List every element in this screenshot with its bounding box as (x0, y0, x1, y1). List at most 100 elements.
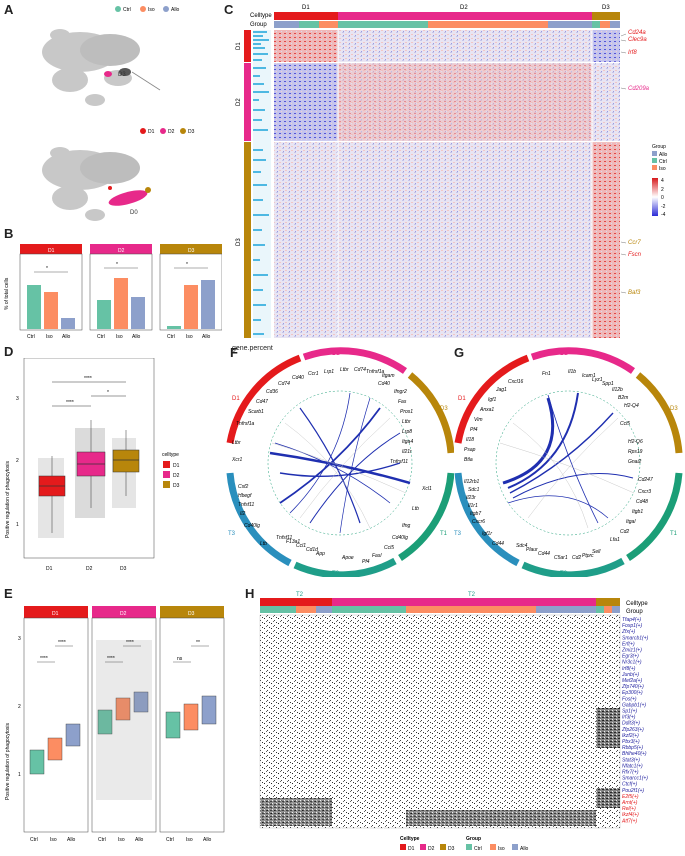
f-sector-t2: T2 (332, 571, 340, 577)
h-tf-7: Nr3c1(+) (622, 660, 642, 666)
g-g-cxcr3: Cxcr3 (638, 489, 651, 495)
c-scale-m4: -4 (661, 212, 666, 218)
f-g-fasl: Fasl (372, 553, 382, 559)
g-g-cd48: Cd48 (636, 499, 648, 505)
c-header-group: Group (250, 22, 267, 28)
f-sector-t3: T3 (228, 531, 236, 537)
g-g-itgb7: Itgb7 (470, 511, 481, 517)
c-legend-title: Group (652, 144, 666, 150)
f-g-ifngr2: Ifngr2 (394, 389, 407, 395)
e-x-ctrl-2: Ctrl (98, 837, 106, 843)
f-g-tnfrsf11: Tnfrsf11 (390, 459, 408, 465)
legend-celltype: D1 D2 D3 (140, 128, 195, 135)
panel-label-f: F (230, 345, 238, 360)
g-g-il23r: Il23r (466, 495, 476, 501)
d-ytick-3: 3 (16, 396, 19, 402)
f-g-app: App (315, 551, 325, 557)
g-g-cxcr6: Cxcr6 (472, 519, 485, 525)
f-g-il21r: Il21r (402, 449, 412, 455)
panel-label-b: B (4, 226, 14, 241)
h-tf-8: Irf8(+) (622, 666, 636, 672)
g-g-ccl5: Ccl5 (620, 421, 630, 427)
h-tf-19: Ikzf2(+) (622, 733, 639, 739)
legend-allo: Allo (171, 7, 180, 13)
d-legend-title: celltype (162, 452, 179, 458)
g-g-cxcl16: Cxcl16 (508, 379, 524, 385)
h-tf-6: Egr3(+) (622, 654, 639, 660)
c-gene-baf3: Baf3 (628, 290, 641, 296)
d-legend-d3: D3 (173, 483, 180, 489)
f-g-lrp1: Lrp1 (324, 369, 334, 375)
g-g-itgb1: Itgb1 (632, 509, 643, 515)
h-legend-d3: D3 (448, 846, 455, 852)
e-x-iso-1: Iso (50, 837, 57, 843)
c-scale-2: 2 (661, 187, 664, 193)
h-legend-celltype-title: Celltype (400, 836, 420, 842)
f-g-il2: Il2 (240, 511, 246, 517)
h-tf-11: Zfp740(+) (621, 684, 644, 690)
f-sector-d2: D2 (332, 351, 340, 357)
c-gene-irf8: Irf8 (628, 50, 637, 56)
h-tf-labels: Tfap4(+) Foxp1(+) Zfx(+) Smarcb1(+) Erf(… (621, 617, 649, 824)
h-tf-25: Rfx7(+) (622, 770, 639, 776)
d-legend-d1: D1 (173, 463, 180, 469)
g-sector-t3: T3 (454, 531, 462, 537)
h-legend-iso: Iso (498, 846, 505, 852)
f-g-pros1: Pros1 (400, 409, 413, 415)
umap-label-d3: D3 (118, 72, 126, 78)
e-x-allo-2: Allo (135, 837, 144, 843)
h-legend-d2: D2 (428, 846, 435, 852)
f-g-ltb: Ltb (412, 506, 419, 512)
panel-label-h: H (245, 586, 255, 601)
g-gene-labels: Btla Psap Il18 Pf4 Vim Anxa1 Igf1 Jag1 C… (464, 369, 653, 561)
e-d2-sig-2: **** (126, 640, 134, 646)
gene-percent-bars (253, 30, 271, 338)
g-g-cd2: Cd2 (620, 529, 629, 535)
h-tf-4: Erf(+) (622, 641, 635, 647)
panel-e-boxplot: Positive regulation of phagocytosis 3 2 … (5, 606, 225, 843)
g-g-h2q6: H2-Q6 (628, 439, 643, 445)
f-sector-t1: T1 (440, 531, 448, 537)
h-tf-15: Sp1(+) (622, 709, 637, 715)
e-d3-sig-1: ns (177, 656, 183, 662)
g-g-il18: Il18 (466, 437, 474, 443)
b-bar-d3-iso (184, 285, 198, 329)
h-tf-18: Zfp263(+) (621, 727, 644, 733)
e-ytick-1: 1 (18, 772, 21, 778)
h-t2-right: T2 (468, 592, 476, 598)
b-bar-d3-ctrl (167, 326, 181, 329)
h-header-celltype: Celltype (626, 601, 648, 607)
h-tf-21: Rbbp5(+) (622, 745, 643, 751)
umap-panel: Ctrl Iso Allo D3 D1 D2 D3 D0 (42, 6, 195, 221)
h-legend-ctrl: Ctrl (474, 846, 482, 852)
b-bar-d2-iso (114, 278, 128, 329)
f-g-ccl5: Ccl5 (384, 545, 394, 551)
g-g-sdc4: Sdc4 (516, 543, 528, 549)
d-ytick-1: 1 (16, 522, 19, 528)
e-x-allo-3: Allo (203, 837, 212, 843)
d-x-d2: D2 (86, 566, 93, 572)
d-x-d1: D1 (46, 566, 53, 572)
b-bar-d3-allo (201, 280, 215, 329)
umap-label-d0: D0 (130, 210, 138, 216)
legend-ctrl: Ctrl (123, 7, 131, 13)
h-tf-33: Atf7(+) (621, 818, 637, 824)
f-g-f13a1: F13a1 (286, 539, 300, 545)
h-tf-31: Rel(+) (622, 806, 636, 812)
f-g-cd40b: Cd40 (378, 381, 390, 387)
h-tf-24: Nfatc1(+) (622, 763, 643, 769)
h-legend-d1: D1 (408, 846, 415, 852)
d-ylabel: Positive regulation of phagocytosis (5, 461, 11, 538)
panel-label-g: G (454, 345, 465, 360)
h-tf-20: Pbx3(+) (622, 739, 640, 745)
c-top-d1: D1 (302, 5, 310, 11)
c-header-celltype: Celltype (250, 13, 272, 19)
h-tf-23: Stat3(+) (622, 757, 640, 763)
g-g-gnai2: Gnai2 (628, 459, 642, 465)
f-g-tnfrsf1a: Tnfrsf1a (236, 421, 255, 427)
f-g-cd40lg: Cd40lg (392, 535, 408, 541)
umap-top (42, 29, 161, 106)
f-g-cd1d: Cd1d (306, 547, 318, 553)
b-facet-d2: D2 (118, 248, 125, 254)
b-x-allo-1: Allo (62, 334, 71, 340)
